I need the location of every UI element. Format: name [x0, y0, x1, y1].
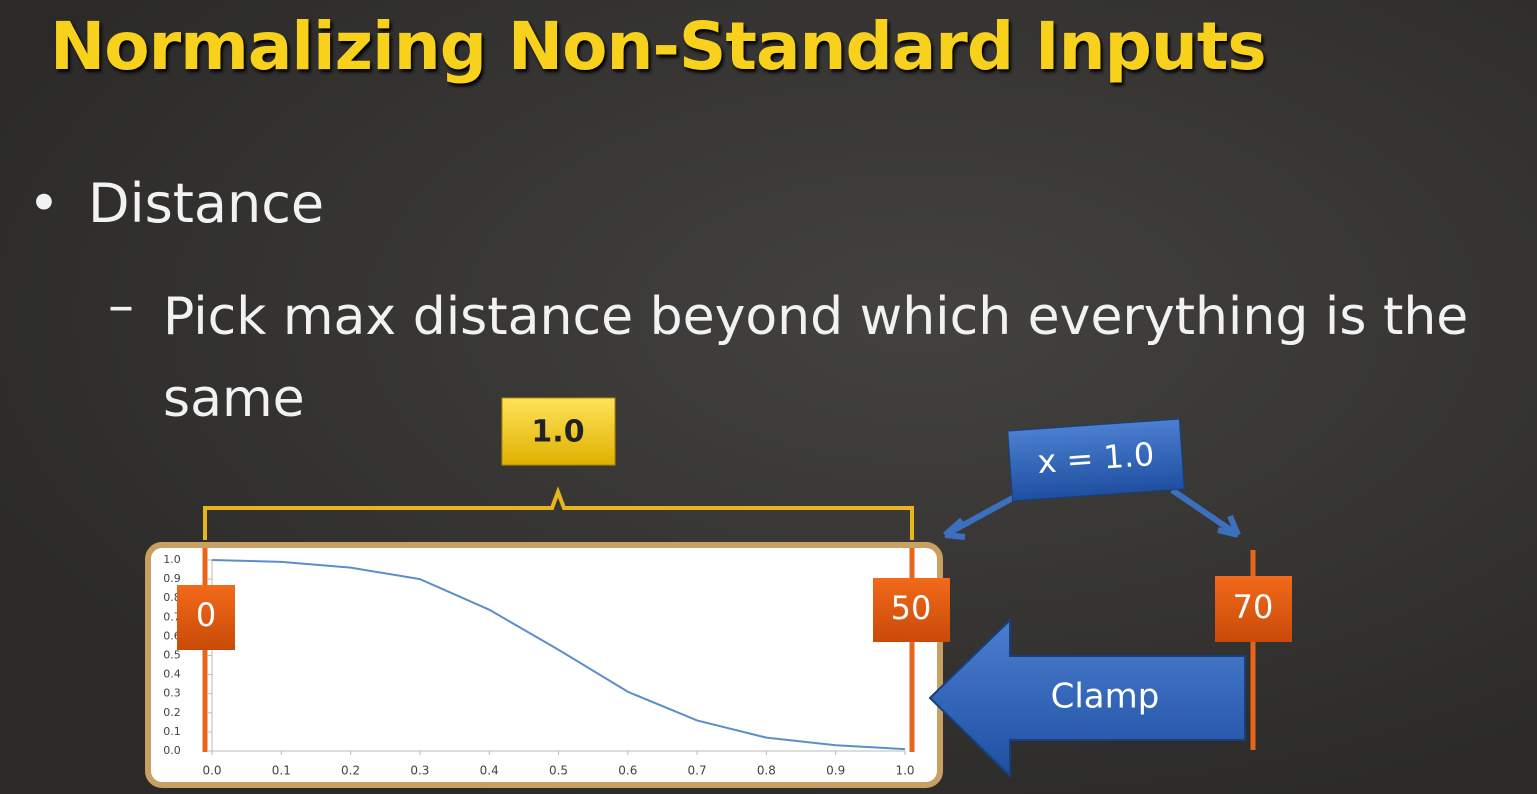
arrow — [1170, 487, 1241, 538]
marker-box — [873, 578, 950, 642]
x-tick-label: 0.5 — [549, 764, 568, 778]
arrow — [943, 491, 1022, 540]
y-tick-label: 0.3 — [163, 687, 181, 700]
output-label: x = 1.0 — [1036, 435, 1155, 481]
curve — [211, 559, 906, 751]
x-tick-label: 0.2 — [341, 764, 360, 778]
x-tick-label: 0.7 — [688, 764, 707, 778]
chart-frame — [145, 542, 943, 788]
y-tick-label: 0.8 — [163, 591, 181, 604]
y-tick-label: 0.0 — [163, 744, 181, 757]
clamp-label: Clamp — [1051, 677, 1160, 717]
marker-box — [177, 585, 235, 650]
bullet-dot: • — [28, 172, 60, 235]
range-box — [501, 397, 616, 466]
x-tick-label: 0.6 — [618, 764, 637, 778]
beyond-label: 70 — [1233, 588, 1274, 626]
start-label: 0 — [196, 596, 216, 634]
sub-bullet-dash: – — [108, 276, 134, 336]
clamp-arrow — [928, 617, 1246, 779]
max-label: 50 — [891, 589, 932, 627]
plot: 0.0 0.1 0.2 0.3 0.4 0.5 0.6 0.7 0.8 0.9 1.0 0.0 0.1 0… — [163, 553, 914, 778]
y-tick-label: 0.6 — [163, 629, 181, 642]
x-tick-label: 0.3 — [410, 764, 429, 778]
x-tick-label: 0.4 — [480, 764, 499, 778]
x-tick-label: 0.8 — [757, 764, 776, 778]
bracket — [203, 486, 914, 540]
y-tick-label: 1.0 — [163, 553, 181, 566]
y-tick-label: 0.7 — [163, 610, 181, 623]
x-tick-label: 0.1 — [272, 764, 291, 778]
x-tick-label: 1.0 — [895, 764, 914, 778]
y-tick-label: 0.4 — [163, 668, 181, 681]
y-tick-label: 0.2 — [163, 706, 181, 719]
bullet: Distance — [88, 172, 325, 235]
x-tick-label: 0.0 — [202, 764, 221, 778]
marker-box — [1215, 576, 1292, 642]
range-label: 1.0 — [531, 415, 584, 450]
output-box — [1007, 418, 1185, 502]
slide-title: Normalizing Non-Standard Inputs — [50, 8, 1267, 85]
sub-bullet: Pick max distance beyond which everythin… — [163, 287, 1469, 429]
y-tick-label: 0.1 — [163, 725, 181, 738]
x-tick-label: 0.9 — [826, 764, 845, 778]
y-tick-label: 0.5 — [163, 649, 181, 662]
y-tick-label: 0.9 — [163, 572, 181, 585]
